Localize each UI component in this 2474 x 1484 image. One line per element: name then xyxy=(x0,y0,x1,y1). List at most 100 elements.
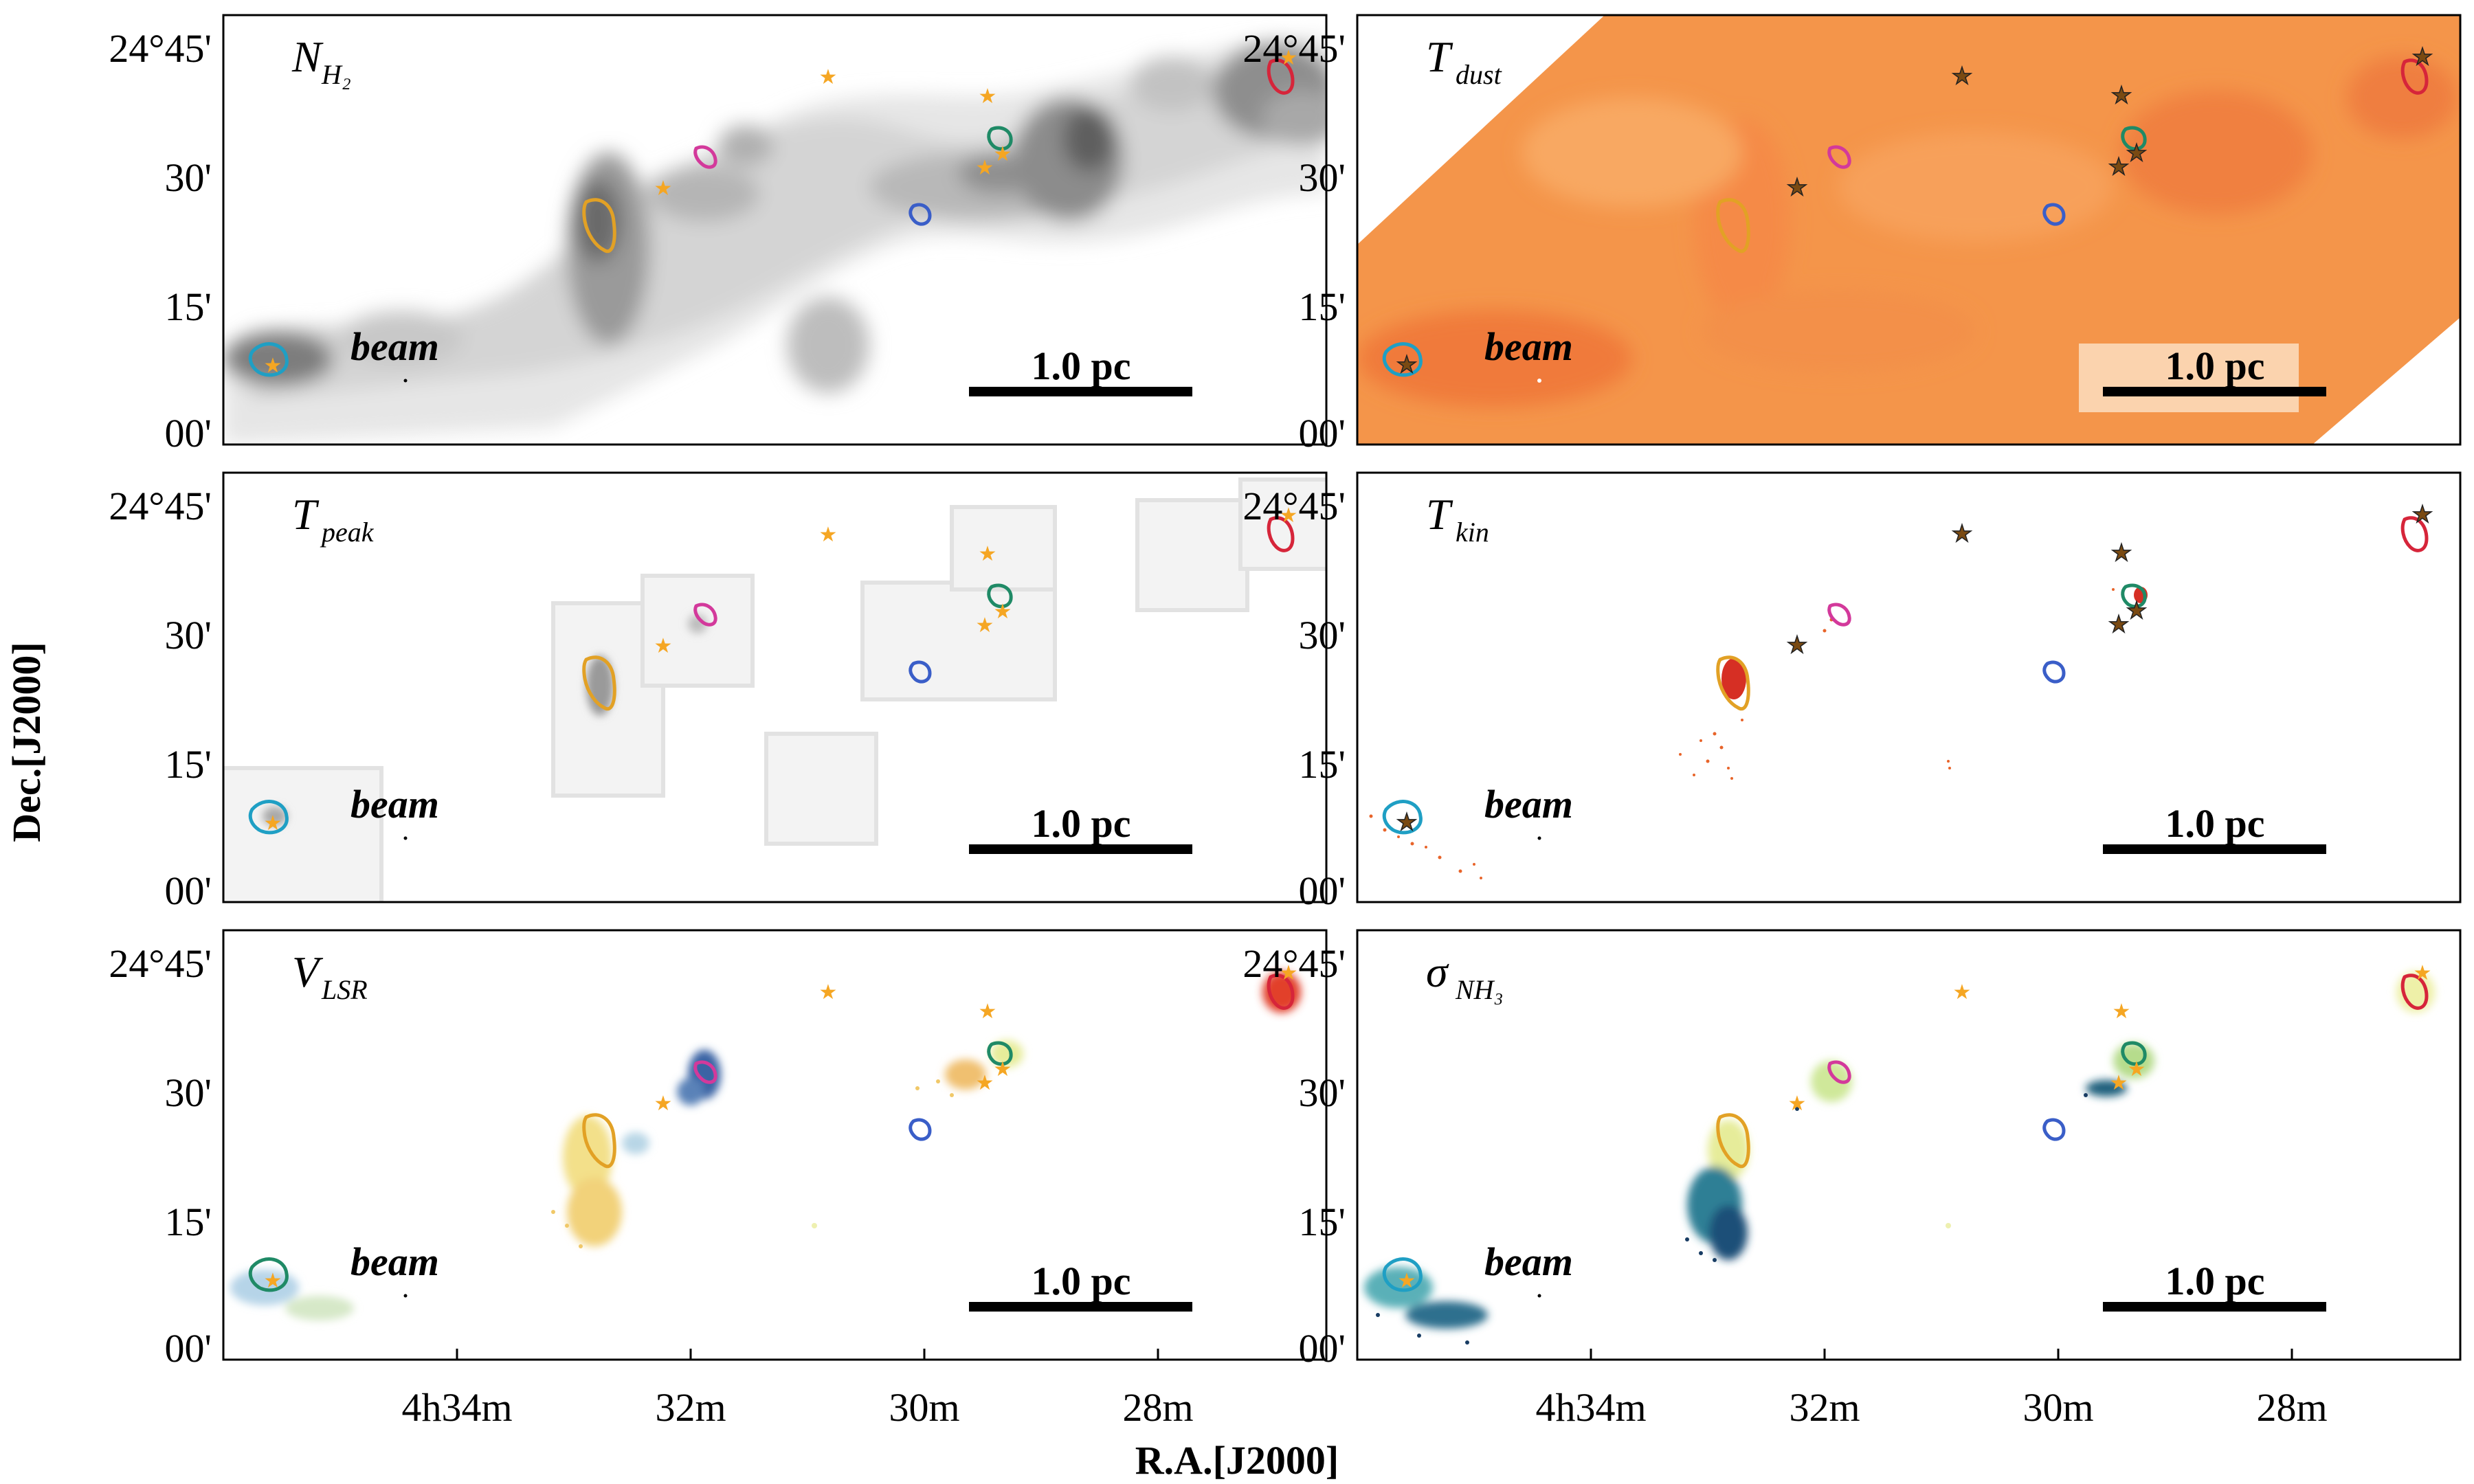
svg-text:★: ★ xyxy=(1787,633,1807,658)
panel-label: T xyxy=(1426,32,1453,81)
panel-label-subscript: NH₃ xyxy=(1455,974,1503,1005)
svg-text:★: ★ xyxy=(976,1072,994,1094)
svg-text:★: ★ xyxy=(1280,962,1298,985)
svg-text:★: ★ xyxy=(976,157,994,179)
yso-stars: ★ ★ ★ ★ ★ ★ ★ xyxy=(1396,44,2433,379)
svg-text:★: ★ xyxy=(1788,1092,1807,1115)
panel-frame xyxy=(222,929,1328,1361)
svg-text:★: ★ xyxy=(2414,962,2432,985)
y-tick-label: 15' xyxy=(1299,742,1346,787)
sigma-map: ★ ★ ★ ★ ★ ★ ★ xyxy=(1357,930,2460,1360)
svg-text:★: ★ xyxy=(819,981,838,1004)
svg-text:★: ★ xyxy=(1396,352,1417,378)
scale-label: 1.0 pc xyxy=(2165,801,2265,846)
panel-frame xyxy=(1356,929,2462,1361)
svg-text:★: ★ xyxy=(994,143,1012,166)
svg-text:★: ★ xyxy=(2110,1072,2128,1094)
y-tick-label: 30' xyxy=(1299,1070,1346,1115)
y-tick-label: 30' xyxy=(165,155,212,200)
tpeak-map: ★ ★ ★ ★ ★ ★ ★ xyxy=(223,473,1326,902)
y-tick-label: 00' xyxy=(165,411,212,456)
y-tick-label: 24°45' xyxy=(109,26,212,71)
y-ticks-row3: 24°45' 30' 15' 00' xyxy=(109,941,212,1371)
y-tick-label: 15' xyxy=(165,284,212,329)
y-tick-label: 00' xyxy=(165,1326,212,1371)
scale-label: 1.0 pc xyxy=(1032,1259,1131,1303)
y-tick-label: 24°45' xyxy=(109,484,212,528)
contour-cyan xyxy=(248,342,289,377)
tick-marks xyxy=(456,1349,2293,1360)
panel-label: V xyxy=(292,947,324,996)
vlsr-map: ★ ★ ★ ★ ★ ★ ★ xyxy=(223,930,1326,1360)
contour-blue xyxy=(909,203,932,226)
y-tick-label: 00' xyxy=(1299,411,1346,456)
svg-text:★: ★ xyxy=(1396,810,1417,835)
x-tick-label: 28m xyxy=(1122,1385,1193,1430)
x-ticks-left: 4h34m 32m 30m 28m xyxy=(401,1385,1193,1430)
svg-text:★: ★ xyxy=(1280,504,1298,527)
svg-text:★: ★ xyxy=(2111,83,2132,109)
x-ticks-right: 4h34m 32m 30m 28m xyxy=(1535,1385,2327,1430)
svg-text:★: ★ xyxy=(654,1092,673,1115)
contour-orange xyxy=(582,198,616,254)
y-tick-label: 24°45' xyxy=(1242,941,1346,986)
scale-label: 1.0 pc xyxy=(1032,344,1131,388)
y-tick-label: 24°45' xyxy=(1242,484,1346,528)
y-axis-title: Dec.[J2000] xyxy=(4,642,49,842)
svg-text:★: ★ xyxy=(1952,64,1972,89)
yso-stars: ★ ★ ★ ★ ★ ★ ★ xyxy=(1396,502,2433,836)
panel-label-subscript: LSR xyxy=(321,974,368,1005)
y-tick-label: 15' xyxy=(1299,1200,1346,1244)
contour-magenta xyxy=(693,145,717,169)
panel-frame xyxy=(1356,471,2462,903)
y-ticks-row1: 24°45' 30' 15' 00' xyxy=(109,26,212,456)
tkin-map: ★ ★ ★ ★ ★ ★ ★ xyxy=(1357,473,2460,902)
y-tick-label: 30' xyxy=(1299,155,1346,200)
y-tick-label: 30' xyxy=(1299,613,1346,657)
svg-text:★: ★ xyxy=(979,543,997,565)
panel-frame xyxy=(1356,14,2462,446)
y-ticks-row3-right: 24°45' 30' 15' 00' xyxy=(1242,941,1346,1371)
panel-tkin: ★ ★ ★ ★ ★ ★ ★ T kin beam 1.0 pc xyxy=(1356,471,2462,903)
x-tick-label: 28m xyxy=(2256,1385,2327,1430)
contour-red xyxy=(1267,58,1295,95)
y-tick-label: 15' xyxy=(1299,284,1346,329)
beam-label: beam xyxy=(1484,324,1573,369)
panel-label: T xyxy=(292,490,320,539)
svg-text:★: ★ xyxy=(264,355,282,377)
panel-frame xyxy=(222,14,1328,446)
svg-text:★: ★ xyxy=(2126,598,2147,624)
y-ticks-row2-right: 24°45' 30' 15' 00' xyxy=(1242,484,1346,913)
y-tick-label: 24°45' xyxy=(109,941,212,986)
svg-text:★: ★ xyxy=(994,1058,1012,1081)
svg-text:★: ★ xyxy=(1787,175,1807,201)
y-tick-label: 15' xyxy=(165,742,212,787)
panel-label-subscript: H₂ xyxy=(321,59,351,90)
panel-label: T xyxy=(1426,490,1453,539)
tdust-map: ★ ★ ★ ★ ★ ★ ★ xyxy=(1357,15,2460,445)
x-tick-label: 30m xyxy=(889,1385,959,1430)
x-tick-label: 4h34m xyxy=(401,1385,512,1430)
svg-text:★: ★ xyxy=(819,524,838,546)
svg-text:★: ★ xyxy=(1398,1270,1416,1292)
svg-text:★: ★ xyxy=(2108,155,2129,180)
x-tick-label: 32m xyxy=(1789,1385,1860,1430)
svg-text:★: ★ xyxy=(2412,502,2433,528)
svg-text:★: ★ xyxy=(2412,45,2433,70)
svg-text:★: ★ xyxy=(654,177,673,200)
panel-frame xyxy=(222,471,1328,903)
svg-text:★: ★ xyxy=(2113,1000,2131,1023)
svg-text:★: ★ xyxy=(1952,521,1972,547)
svg-text:★: ★ xyxy=(1280,47,1298,69)
svg-text:★: ★ xyxy=(819,66,838,89)
x-tick-label: 30m xyxy=(2022,1385,2093,1430)
y-tick-label: 30' xyxy=(165,613,212,657)
yso-stars: ★ ★ ★ ★ ★ ★ ★ xyxy=(264,962,1298,1292)
panel-label: σ xyxy=(1426,947,1449,996)
yso-stars: ★ ★ ★ ★ ★ ★ ★ xyxy=(264,504,1298,835)
svg-text:★: ★ xyxy=(994,600,1012,623)
contour-green xyxy=(987,126,1013,151)
beam-label: beam xyxy=(1484,1239,1573,1284)
svg-text:★: ★ xyxy=(654,635,673,657)
